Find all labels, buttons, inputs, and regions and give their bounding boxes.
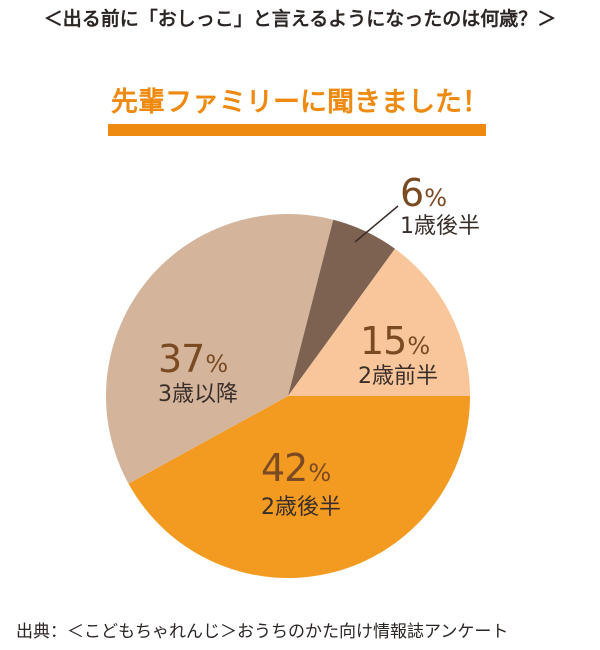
slice-label-1sai-kouhan: 6% 1歳後半 bbox=[400, 174, 480, 238]
slice-category: 2歳前半 bbox=[358, 364, 438, 389]
slice-category: 2歳後半 bbox=[261, 495, 341, 520]
subtitle-underline-bar bbox=[108, 124, 486, 136]
chart-subtitle: 先輩ファミリーに聞きました！ bbox=[111, 87, 489, 118]
slice-category: 3歳以降 bbox=[158, 382, 238, 407]
chart-question-title: ＜出る前に「おしっこ」と言えるようになったのは何歳？＞ bbox=[43, 8, 557, 30]
source-citation: 出典：＜こどもちゃれんじ＞おうちのかた向け情報誌アンケート bbox=[16, 622, 509, 642]
slice-2sai-zenhan bbox=[288, 248, 470, 396]
slice-percent: 42% bbox=[261, 446, 331, 490]
slice-category: 1歳後半 bbox=[400, 214, 480, 239]
pie-slices bbox=[105, 214, 470, 579]
slice-1sai-kouhan bbox=[288, 219, 395, 396]
leader-line-1sai-kouhan bbox=[354, 205, 399, 243]
slice-label-2sai-kouhan: 42% 2歳後半 bbox=[261, 449, 341, 519]
slice-2sai-kouhan bbox=[128, 396, 470, 579]
slice-percent: 15% bbox=[360, 319, 430, 363]
slice-3sai-ikou bbox=[105, 214, 334, 484]
slice-percent: 6% bbox=[400, 171, 447, 215]
slice-label-2sai-zenhan: 15% 2歳前半 bbox=[358, 319, 438, 389]
slice-percent: 37% bbox=[158, 337, 228, 381]
slice-label-3sai-ikou: 37% 3歳以降 bbox=[158, 340, 238, 406]
